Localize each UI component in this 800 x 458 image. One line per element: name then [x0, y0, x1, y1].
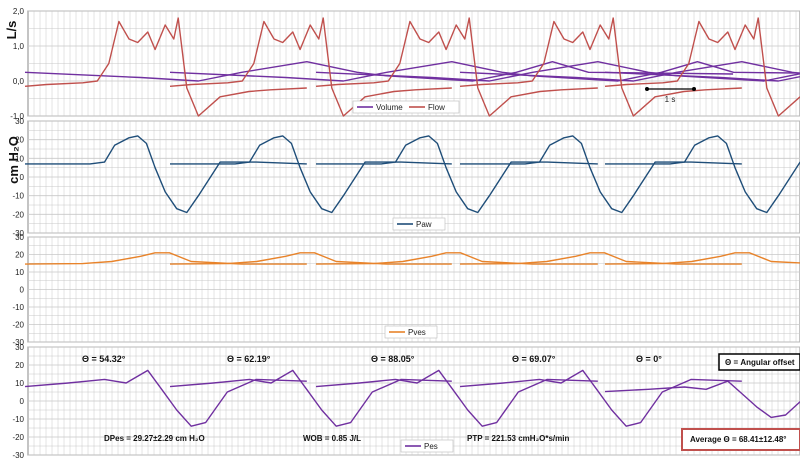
y-tick-label: 30 — [15, 343, 24, 352]
y-tick-label: 1,0 — [13, 42, 25, 51]
angle-label-5: Θ = 0° — [636, 354, 662, 364]
angle-label-3: Θ = 88.05° — [371, 354, 415, 364]
panels-layer: 2,0 1,0 0,0 -1,0 Volume Flow 30 20 10 0 -10 -20 -30 P… — [10, 7, 800, 458]
average-label: Average Θ = 68.41±12.48° — [690, 435, 786, 444]
series-line-volume-cycle-5 — [604, 71, 800, 82]
series-line-paw-cycle-3 — [316, 135, 598, 214]
y-tick-label: 0,0 — [13, 77, 25, 86]
series-line-pes-cycle-5 — [604, 380, 800, 419]
panel-3: 30 20 10 0 -10 -20 -30 Pes — [12, 343, 800, 458]
scale-bar-label: 1 s — [665, 95, 676, 104]
y-tick-label: 20 — [15, 136, 24, 145]
y-tick-label: 30 — [15, 117, 24, 126]
legend-label-pes: Pes — [424, 442, 438, 451]
angular-offset-label: Θ = Angular offset — [725, 358, 795, 367]
angle-label-1: Θ = 54.32° — [82, 354, 126, 364]
ylabel-pressure: cm H₂O — [6, 136, 21, 184]
y-tick-label: -30 — [12, 338, 24, 347]
series-line-volume-cycle-3 — [315, 61, 800, 82]
y-tick-label: 20 — [15, 361, 24, 370]
y-tick-label: 30 — [15, 233, 24, 242]
y-tick-label: 0 — [20, 286, 25, 295]
panel-0: 2,0 1,0 0,0 -1,0 Volume Flow — [10, 7, 800, 121]
panel-2: 30 20 10 0 -10 -20 -30 Pves — [12, 233, 800, 347]
y-tick-label: 20 — [15, 251, 24, 260]
dpes-label: DPes = 29.27±2.29 cm H₂O — [104, 434, 205, 443]
y-tick-label: -20 — [12, 210, 24, 219]
y-tick-label: -10 — [12, 192, 24, 201]
legend-box — [384, 325, 438, 339]
scale-bar-start — [645, 87, 649, 91]
series-line-pes-cycle-4 — [459, 369, 742, 427]
legend-label-volume: Volume — [376, 103, 403, 112]
legend-box — [400, 439, 454, 453]
y-tick-label: -30 — [12, 229, 24, 238]
angular-offset-box — [718, 353, 800, 371]
series-line-paw-cycle-2 — [170, 135, 452, 214]
ptp-label: PTP = 221.53 cmH₂O*s/min — [467, 434, 569, 443]
series-line-pes-cycle-2 — [169, 369, 452, 427]
series-line-paw-cycle-4 — [460, 135, 742, 214]
series-line-flow-cycle-5 — [604, 17, 800, 117]
y-tick-label: -10 — [12, 303, 24, 312]
y-tick-label: 0 — [20, 397, 25, 406]
y-tick-label: 0 — [20, 173, 25, 182]
y-tick-label: -1,0 — [10, 112, 24, 121]
angle-label-2: Θ = 62.19° — [227, 354, 271, 364]
y-tick-label: 10 — [15, 268, 24, 277]
series-line-volume-cycle-4 — [459, 61, 800, 82]
series-line-volume-cycle-2 — [169, 61, 800, 82]
y-tick-label: 2,0 — [13, 7, 25, 16]
legend-label-pves: Pves — [408, 328, 426, 337]
annotation-layer: L/s cm H₂O 1 s Θ = 54.32° Θ = 62.19° Θ =… — [4, 21, 800, 451]
series-line-pes-cycle-1 — [24, 369, 307, 427]
series-line-paw-cycle-1 — [25, 135, 307, 214]
legend-box — [392, 217, 446, 231]
wob-label: WOB = 0.85 J/L — [303, 434, 361, 443]
y-tick-label: 10 — [15, 379, 24, 388]
ylabel-flow: L/s — [4, 21, 19, 40]
panel-1: 30 20 10 0 -10 -20 -30 Paw — [12, 117, 800, 238]
series-line-pes-cycle-3 — [315, 369, 598, 427]
legend-label-flow: Flow — [428, 103, 445, 112]
y-tick-label: -20 — [12, 321, 24, 330]
angle-label-4: Θ = 69.07° — [512, 354, 556, 364]
legend-box — [352, 100, 460, 114]
series-line-flow-cycle-2 — [169, 17, 452, 117]
average-box — [681, 428, 800, 451]
y-tick-label: -10 — [12, 415, 24, 424]
legend-label-paw: Paw — [416, 220, 432, 229]
scale-bar-end — [692, 87, 696, 91]
series-line-pves-cycle-5 — [604, 252, 800, 265]
y-tick-label: -20 — [12, 433, 24, 442]
series-line-flow-cycle-4 — [459, 17, 742, 117]
series-line-paw-cycle-5 — [605, 135, 800, 214]
y-tick-label: -30 — [12, 451, 24, 458]
series-line-flow-cycle-3 — [315, 17, 598, 117]
series-line-volume-cycle-1 — [24, 61, 734, 82]
series-line-flow-cycle-1 — [24, 17, 307, 117]
y-tick-label: 10 — [15, 154, 24, 163]
